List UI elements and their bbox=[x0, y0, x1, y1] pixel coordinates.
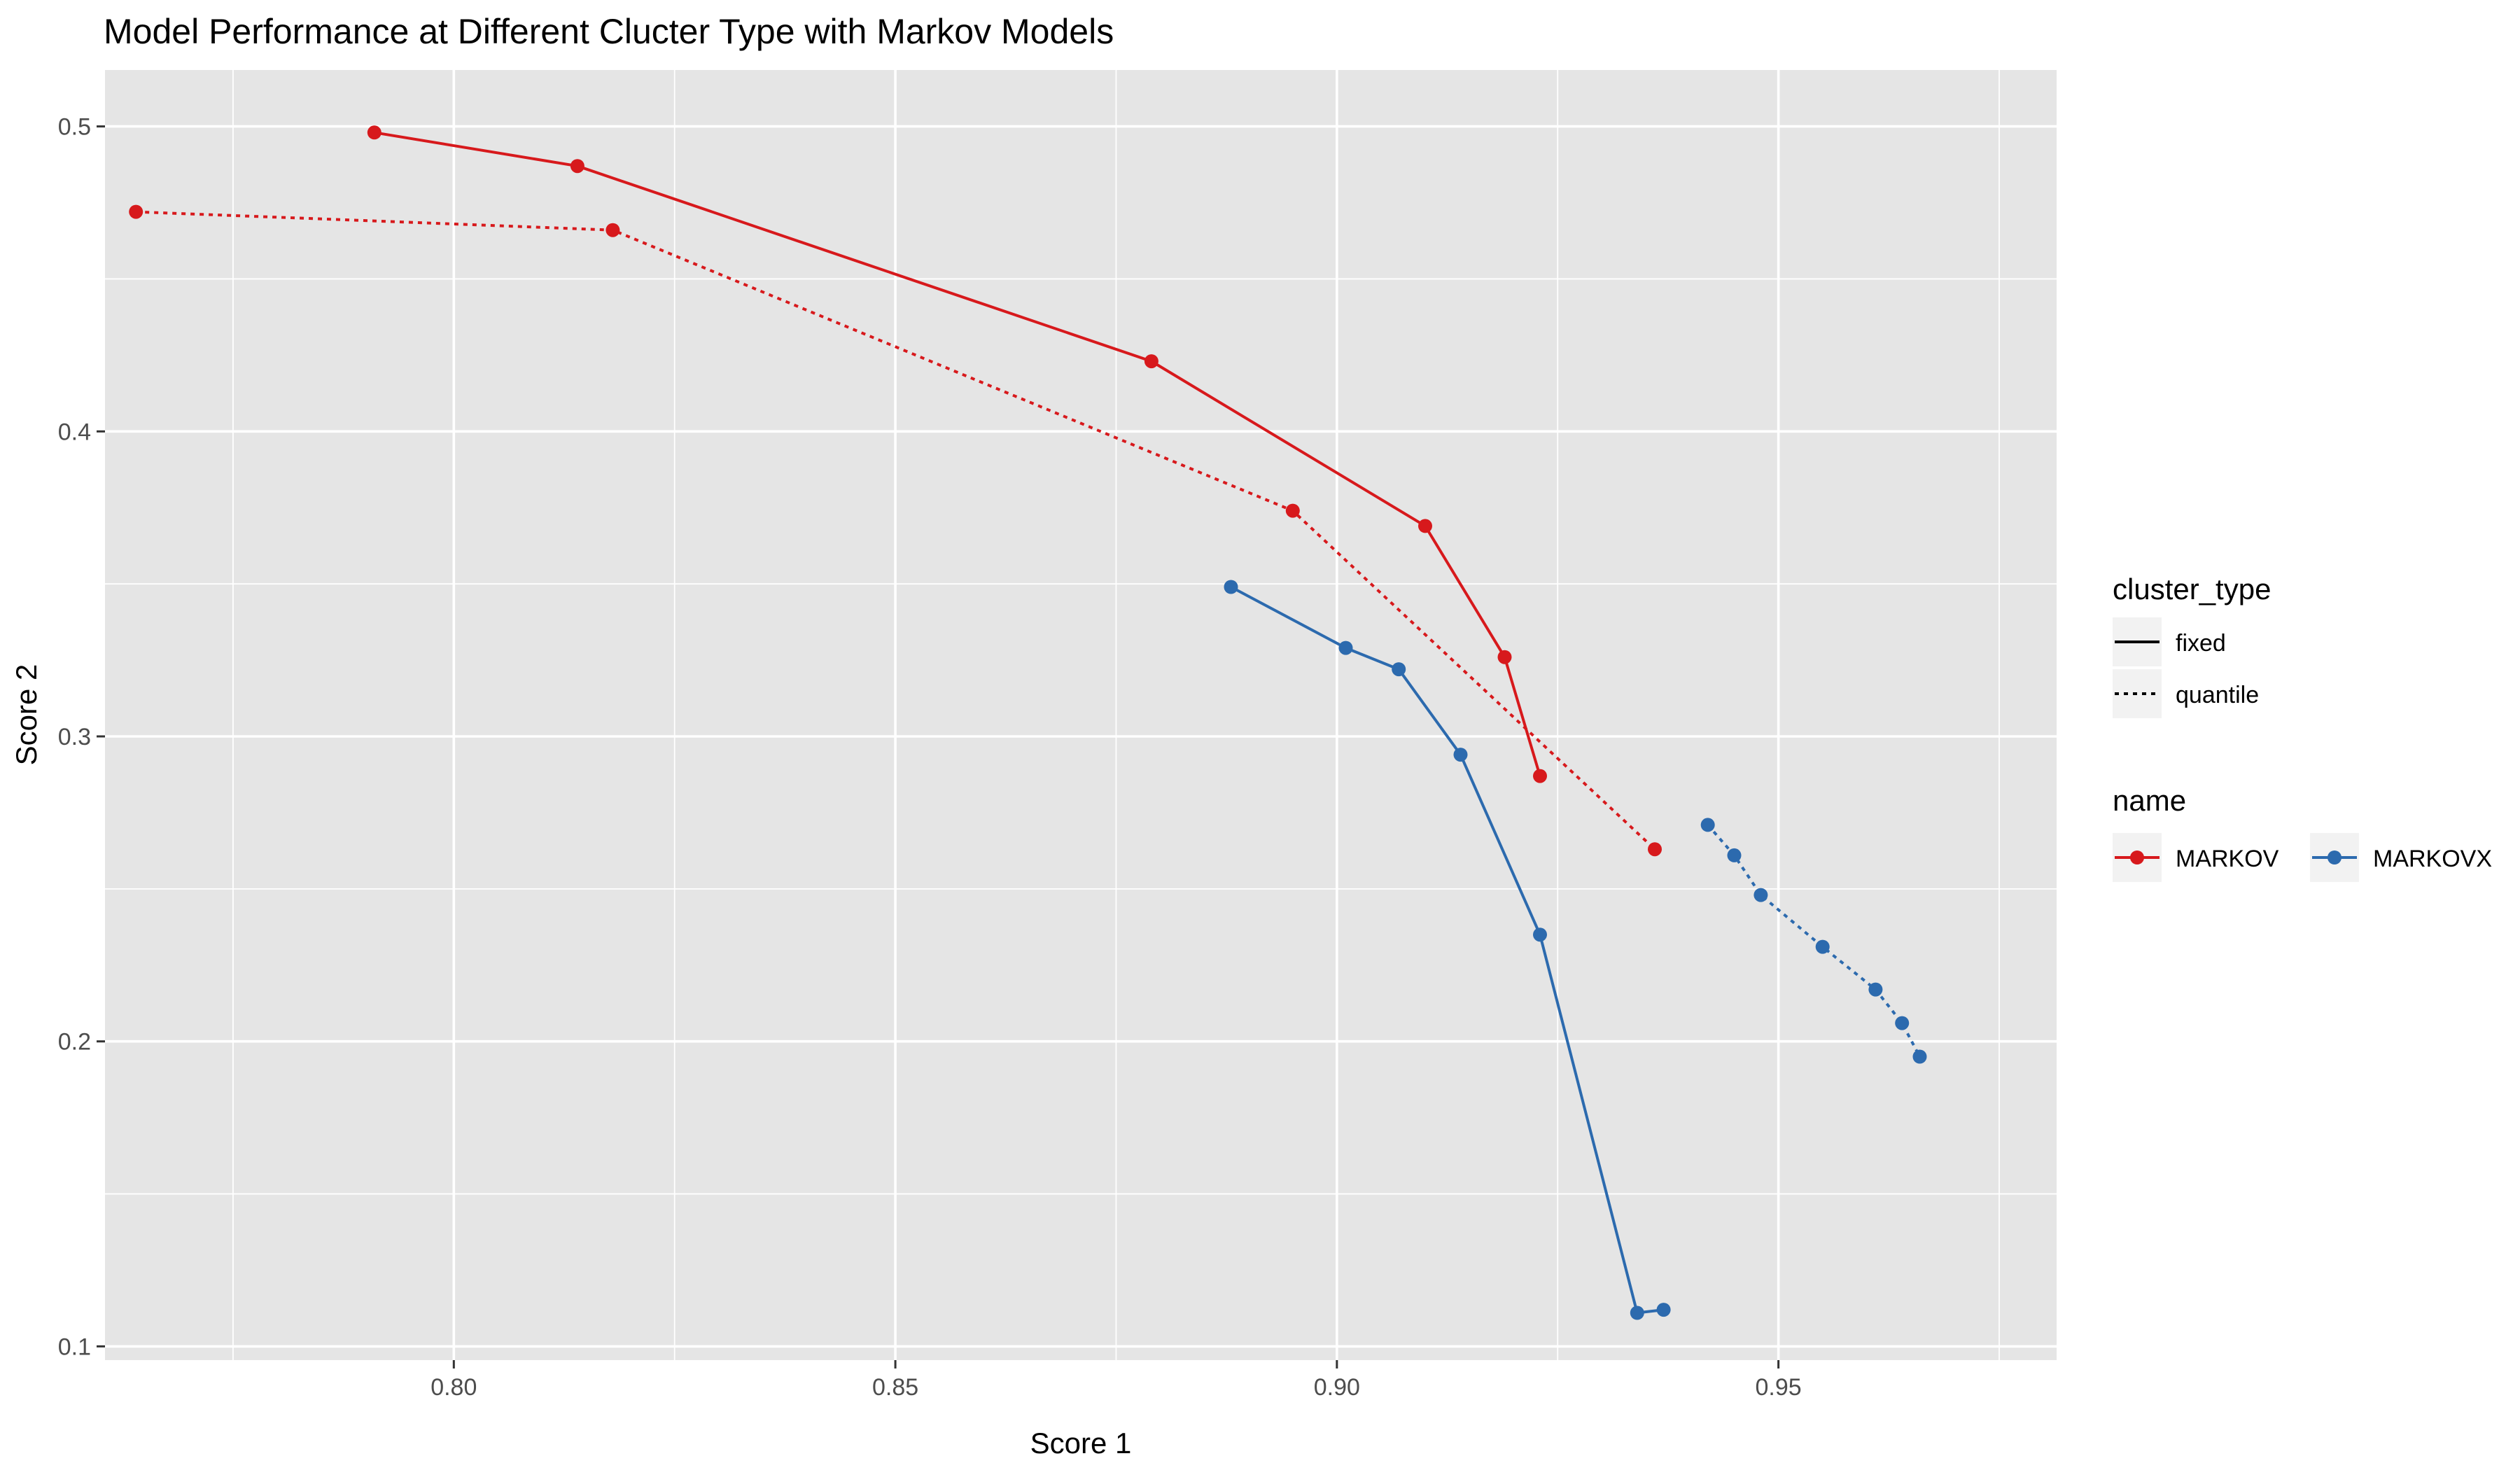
x-tick-label-1: 0.85 bbox=[872, 1374, 918, 1401]
plot-panel bbox=[105, 70, 2057, 1360]
y-tick-label-0: 0.1 bbox=[58, 1334, 91, 1360]
point-markovx-quantile-4 bbox=[1868, 982, 1883, 997]
x-tick-label-3: 0.95 bbox=[1756, 1374, 1802, 1401]
y-tick-label-1: 0.2 bbox=[58, 1029, 91, 1056]
point-markov-quantile-0 bbox=[129, 204, 144, 219]
x-tick-label-0: 0.80 bbox=[430, 1374, 477, 1401]
point-markovx-quantile-0 bbox=[1700, 818, 1715, 832]
legend-point-markov bbox=[2130, 850, 2144, 864]
point-markov-fixed-5 bbox=[1533, 769, 1547, 783]
series-layer bbox=[129, 125, 1927, 1320]
point-markov-fixed-1 bbox=[570, 159, 584, 174]
legend-point-markovx bbox=[2328, 850, 2342, 864]
grid-minor bbox=[105, 70, 2057, 1360]
point-markov-quantile-3 bbox=[1648, 842, 1662, 857]
y-tick-label-3: 0.4 bbox=[58, 419, 91, 445]
legend-label-markovx: MARKOVX bbox=[2373, 846, 2492, 872]
series-line-markov-quantile bbox=[136, 210, 1656, 850]
point-markovx-quantile-6 bbox=[1912, 1049, 1927, 1064]
point-markovx-fixed-0 bbox=[1224, 580, 1238, 594]
y-tick-label-2: 0.3 bbox=[58, 724, 91, 750]
series-line-markov-fixed bbox=[374, 131, 1541, 777]
legend-name: name MARKOV MARKOVX bbox=[2113, 784, 2492, 882]
point-markovx-fixed-4 bbox=[1533, 927, 1547, 942]
x-axis-title: Score 1 bbox=[1030, 1427, 1132, 1460]
point-markovx-quantile-2 bbox=[1754, 888, 1768, 902]
point-markov-fixed-2 bbox=[1144, 354, 1158, 369]
point-markov-fixed-0 bbox=[367, 125, 382, 140]
legend-label-markov: MARKOV bbox=[2176, 846, 2279, 872]
x-tick-label-2: 0.90 bbox=[1314, 1374, 1360, 1401]
x-axis: 0.80 0.85 0.90 0.95 bbox=[430, 1360, 1802, 1401]
legend-cluster-type-title: cluster_type bbox=[2113, 573, 2271, 606]
legend-label-fixed: fixed bbox=[2176, 630, 2226, 657]
point-markovx-fixed-6 bbox=[1656, 1303, 1671, 1317]
point-markov-fixed-3 bbox=[1418, 519, 1432, 533]
chart-title: Model Performance at Different Clucter T… bbox=[104, 12, 1114, 51]
point-markovx-quantile-5 bbox=[1895, 1016, 1910, 1030]
y-tick-label-4: 0.5 bbox=[58, 114, 91, 141]
legend-label-quantile: quantile bbox=[2176, 682, 2259, 708]
y-axis-title: Score 2 bbox=[10, 664, 43, 766]
point-markovx-fixed-2 bbox=[1392, 662, 1406, 677]
legend-name-title: name bbox=[2113, 784, 2186, 817]
point-markovx-quantile-3 bbox=[1815, 939, 1830, 954]
point-markovx-fixed-3 bbox=[1453, 748, 1468, 762]
point-markovx-fixed-1 bbox=[1338, 640, 1353, 655]
point-markovx-fixed-5 bbox=[1630, 1306, 1644, 1320]
y-axis: 0.1 0.2 0.3 0.4 0.5 bbox=[58, 114, 105, 1360]
point-markov-quantile-1 bbox=[606, 223, 620, 237]
point-markovx-quantile-1 bbox=[1727, 848, 1742, 862]
point-markov-quantile-2 bbox=[1285, 503, 1300, 518]
legend-cluster-type: cluster_type fixed quantile bbox=[2113, 573, 2271, 718]
grid-major bbox=[105, 70, 2057, 1360]
point-markov-fixed-4 bbox=[1497, 650, 1512, 664]
